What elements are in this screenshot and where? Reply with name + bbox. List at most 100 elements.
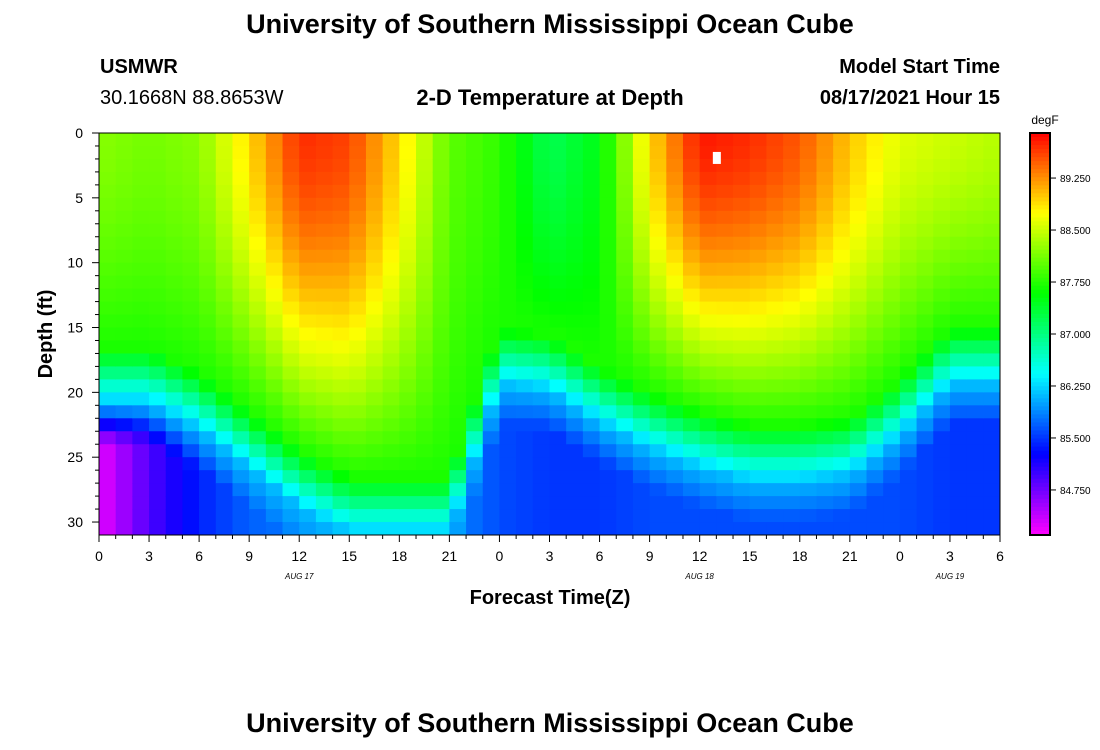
heatmap-cell: [232, 262, 250, 277]
heatmap-cell: [616, 236, 634, 251]
heatmap-cell: [265, 184, 284, 199]
heatmap-cell: [599, 223, 617, 238]
heatmap-cell: [799, 509, 818, 523]
heatmap-cell: [699, 249, 717, 264]
heatmap-cell: [516, 327, 534, 342]
heatmap-cell: [666, 470, 684, 484]
heatmap-cell: [749, 444, 768, 458]
heatmap-cell: [249, 184, 267, 199]
heatmap-cell: [499, 444, 517, 458]
heatmap-cell: [332, 366, 350, 380]
heatmap-cell: [582, 405, 601, 419]
heatmap-cell: [532, 496, 551, 510]
heatmap-cell: [666, 158, 684, 173]
heatmap-cell: [866, 223, 884, 238]
heatmap-cell: [499, 522, 517, 535]
heatmap-cell: [949, 522, 968, 535]
heatmap-cell: [532, 366, 551, 380]
heatmap-cell: [816, 158, 834, 173]
heatmap-cell: [182, 509, 200, 523]
heatmap-cell: [799, 145, 818, 160]
heatmap-cell: [716, 418, 734, 432]
heatmap-cell: [649, 262, 667, 277]
heatmap-cell: [499, 496, 517, 510]
heatmap-cell: [783, 444, 801, 458]
heatmap-cell: [149, 301, 167, 316]
heatmap-cell: [783, 431, 801, 445]
heatmap-cell: [933, 522, 951, 535]
heatmap-cell: [399, 353, 417, 368]
heatmap-cell: [766, 210, 784, 225]
heatmap-cell: [666, 353, 684, 368]
heatmap-cell: [315, 314, 334, 329]
colorbar-swatch: [1030, 213, 1050, 219]
x-tick-label: 6: [195, 548, 203, 564]
heatmap-cell: [182, 262, 200, 277]
colorbar-swatch: [1030, 273, 1050, 279]
heatmap-cell: [866, 470, 884, 484]
heatmap-cell: [883, 340, 901, 355]
heatmap-cell: [132, 197, 150, 212]
heatmap-cell: [816, 340, 834, 355]
heatmap-cell: [349, 509, 367, 523]
heatmap-cell: [949, 223, 968, 238]
heatmap-cell: [416, 314, 434, 329]
heatmap-cell: [816, 314, 834, 329]
heatmap-cell: [949, 444, 968, 458]
colorbar-swatch: [1030, 321, 1050, 327]
heatmap-cell: [482, 470, 501, 484]
heatmap-cell: [883, 171, 901, 186]
heatmap-cell: [649, 509, 667, 523]
heatmap-cell: [566, 509, 584, 523]
heatmap-cell: [883, 288, 901, 303]
heatmap-cell: [599, 197, 617, 212]
heatmap-cell: [499, 327, 517, 342]
heatmap-cell: [616, 171, 634, 186]
heatmap-cell: [232, 509, 250, 523]
heatmap-cell: [766, 483, 784, 497]
heatmap-cell: [833, 431, 851, 445]
heatmap-cell: [866, 197, 884, 212]
heatmap-cell: [449, 327, 467, 342]
heatmap-cell: [365, 457, 384, 471]
heatmap-cell: [115, 496, 133, 510]
heatmap-cell: [749, 133, 768, 147]
heatmap-cell: [349, 431, 367, 445]
heatmap-cell: [149, 470, 167, 484]
heatmap-cell: [265, 275, 284, 290]
heatmap-cell: [566, 301, 584, 316]
heatmap-cell: [349, 418, 367, 432]
heatmap-cell: [365, 249, 384, 264]
heatmap-cell: [783, 470, 801, 484]
heatmap-cell: [849, 236, 868, 251]
colorbar-swatch: [1030, 149, 1050, 154]
heatmap-cell: [182, 236, 200, 251]
heatmap-cell: [949, 249, 968, 264]
heatmap-cell: [532, 418, 551, 432]
heatmap-cell: [566, 340, 584, 355]
heatmap-cell: [416, 353, 434, 368]
heatmap-cell: [232, 327, 250, 342]
heatmap-cell: [699, 379, 717, 393]
heatmap-cell: [232, 236, 250, 251]
heatmap-cell: [516, 418, 534, 432]
heatmap-cell: [149, 158, 167, 173]
heatmap-cell: [833, 262, 851, 277]
heatmap-cell: [482, 379, 501, 393]
heatmap-cell: [766, 249, 784, 264]
heatmap-cell: [466, 431, 484, 445]
heatmap-cell: [399, 340, 417, 355]
heatmap-cell: [783, 483, 801, 497]
heatmap-cell: [749, 262, 768, 277]
heatmap-cell: [215, 353, 234, 368]
heatmap-cell: [566, 133, 584, 147]
heatmap-cell: [799, 418, 818, 432]
heatmap-cell: [983, 314, 1000, 329]
heatmap-cell: [616, 262, 634, 277]
heatmap-cell: [916, 275, 934, 290]
heatmap-cell: [566, 444, 584, 458]
heatmap-cell: [632, 275, 651, 290]
heatmap-cell: [983, 275, 1000, 290]
heatmap-cell: [549, 366, 567, 380]
colorbar-tick-label: 87.000: [1060, 330, 1091, 341]
